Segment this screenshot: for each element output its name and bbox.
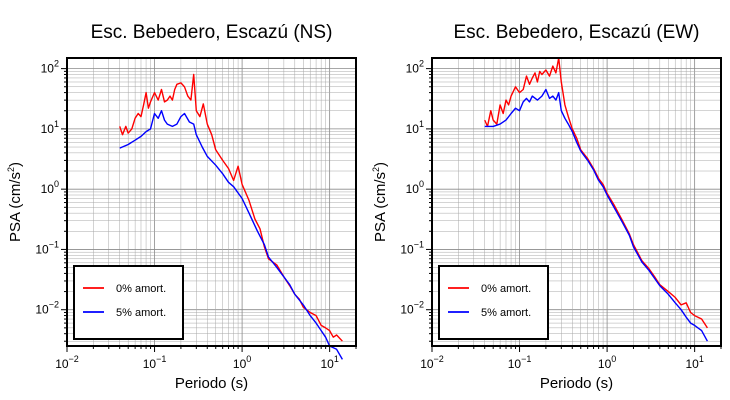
y-tick-label: 102 bbox=[41, 59, 59, 76]
y-tick-label: 10−1 bbox=[35, 239, 59, 256]
y-tick-label: 102 bbox=[406, 59, 424, 76]
series-line-undamped bbox=[484, 57, 708, 329]
legend-label: 5% amort. bbox=[116, 307, 166, 319]
plot-frame bbox=[431, 57, 722, 347]
x-axis-label: Periodo (s) bbox=[175, 375, 248, 392]
y-tick-label: 10−2 bbox=[400, 300, 424, 317]
series-line-damped bbox=[119, 109, 344, 360]
legend: 0% amort. 5% amort. bbox=[73, 265, 184, 340]
series-line-damped bbox=[484, 88, 709, 342]
x-tick-label: 101 bbox=[320, 354, 338, 371]
x-tick-label: 101 bbox=[685, 354, 703, 371]
x-tick-label: 10−2 bbox=[420, 354, 444, 371]
chart-panel-0: 10−2 10−1 100 101 10−2 10−1 100 101 102 Esc. Bebe… bbox=[6, 22, 357, 392]
x-tick-label: 10−1 bbox=[508, 354, 532, 371]
chart-title: Esc. Bebedero, Escazú (NS) bbox=[91, 22, 333, 43]
chart-panel-1: 10−2 10−1 100 101 10−2 10−1 100 101 102 Esc. Bebe… bbox=[371, 22, 722, 392]
y-tick-label: 101 bbox=[41, 119, 59, 136]
plot-frame bbox=[66, 57, 357, 347]
y-tick-label: 101 bbox=[406, 119, 424, 136]
legend-label: 5% amort. bbox=[481, 307, 531, 319]
x-tick-label: 10−1 bbox=[143, 354, 167, 371]
y-tick-label: 10−1 bbox=[400, 239, 424, 256]
y-tick-label: 100 bbox=[41, 179, 59, 196]
x-tick-label: 100 bbox=[598, 354, 616, 371]
legend-label: 0% amort. bbox=[481, 283, 531, 295]
x-axis-label: Periodo (s) bbox=[540, 375, 613, 392]
y-axis-label: PSA (cm/s2) bbox=[371, 162, 389, 242]
y-axis-label: PSA (cm/s2) bbox=[6, 162, 24, 242]
legend: 0% amort. 5% amort. bbox=[438, 265, 549, 340]
x-tick-label: 10−2 bbox=[55, 354, 79, 371]
chart-title: Esc. Bebedero, Escazú (EW) bbox=[453, 22, 699, 43]
x-tick-label: 100 bbox=[233, 354, 251, 371]
legend-box bbox=[438, 265, 549, 340]
legend-label: 0% amort. bbox=[116, 283, 166, 295]
y-tick-label: 10−2 bbox=[35, 300, 59, 317]
y-tick-label: 100 bbox=[406, 179, 424, 196]
legend-box bbox=[73, 265, 184, 340]
